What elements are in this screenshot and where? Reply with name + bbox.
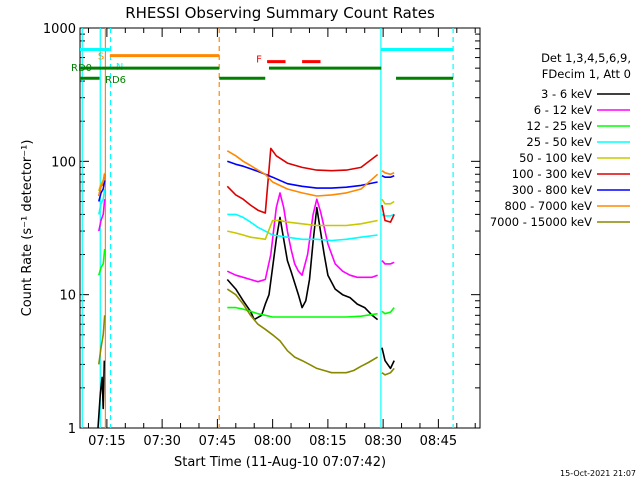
- series-line-7-segment-2: [381, 170, 395, 176]
- series-line-5-segment-2: [381, 204, 395, 223]
- legend-label-0: 3 - 6 keV: [541, 87, 592, 101]
- x-tick-label: 08:45: [420, 434, 457, 449]
- x-tick-label: 07:45: [199, 434, 236, 449]
- series-line-6-segment-2: [381, 174, 395, 178]
- annotation-label-s: S: [98, 52, 104, 63]
- series-line-8-segment-0: [98, 315, 106, 365]
- annotation-label-f: F: [256, 55, 262, 66]
- x-axis-label: Start Time (11-Aug-10 07:07:42): [174, 455, 386, 470]
- series-line-2-segment-1: [227, 306, 378, 318]
- legend-label-3: 25 - 50 keV: [526, 135, 592, 149]
- legend: Det 1,3,4,5,6,9, FDecim 1, Att 0 3 - 6 k…: [490, 51, 631, 229]
- x-tick-label: 08:30: [364, 434, 401, 449]
- y-tick-label: 1: [68, 422, 76, 437]
- y-tick-label: 10: [59, 289, 76, 304]
- series-line-0-segment-1: [226, 206, 379, 321]
- legend-header-line-1: Det 1,3,4,5,6,9,: [541, 51, 631, 65]
- series-layer: [97, 147, 395, 429]
- series-line-5-segment-1: [226, 147, 379, 214]
- legend-label-1: 6 - 12 keV: [534, 103, 592, 117]
- series-line-3-segment-1: [227, 213, 378, 242]
- x-tick-label: 08:15: [309, 434, 346, 449]
- legend-label-7: 800 - 7000 keV: [504, 199, 592, 213]
- plot-frame: [79, 27, 481, 429]
- chart-title: RHESSI Observing Summary Count Rates: [125, 4, 435, 22]
- y-axis: 1 10 100 1000: [43, 22, 480, 437]
- series-line-1-segment-0: [98, 199, 106, 232]
- vertical-markers: [81, 28, 454, 428]
- x-tick-label: 08:00: [254, 434, 291, 449]
- annotation-layer: SNFRD0RD6: [71, 47, 454, 86]
- x-tick-label: 07:30: [143, 434, 180, 449]
- timestamp: 15-Oct-2021 21:07: [560, 469, 636, 478]
- legend-label-6: 300 - 800 keV: [512, 183, 592, 197]
- series-line-2-segment-0: [98, 248, 106, 276]
- series-line-8-segment-2: [381, 367, 395, 376]
- annotation-label-rd6: RD6: [105, 75, 126, 86]
- series-line-3-segment-0: [98, 188, 106, 215]
- series-line-4-segment-2: [381, 198, 395, 205]
- series-line-4-segment-1: [227, 219, 378, 241]
- legend-header-line-2: FDecim 1, Att 0: [542, 67, 631, 81]
- annotation-label-rd0: RD0: [71, 63, 92, 74]
- series-line-6-segment-0: [98, 180, 106, 202]
- x-tick-label: 07:15: [88, 434, 125, 449]
- legend-label-2: 12 - 25 keV: [526, 119, 592, 133]
- series-line-6-segment-1: [227, 160, 378, 189]
- series-line-7-segment-0: [98, 174, 106, 197]
- legend-label-5: 100 - 300 keV: [512, 167, 592, 181]
- y-tick-label: 100: [51, 155, 76, 170]
- x-axis: 07:15 07:30 07:45 08:00 08:15 08:30 08:45: [87, 28, 476, 449]
- series-line-8-segment-1: [226, 288, 379, 374]
- series-line-0-segment-2: [381, 347, 395, 370]
- series-line-1-segment-1: [226, 192, 378, 283]
- y-tick-label: 1000: [43, 22, 76, 37]
- y-axis-label: Count Rate (s⁻¹ detector⁻¹): [20, 140, 35, 317]
- series-line-1-segment-2: [381, 260, 395, 265]
- series-line-7-segment-1: [226, 150, 379, 197]
- series-line-2-segment-2: [381, 307, 395, 315]
- legend-label-8: 7000 - 15000 keV: [490, 215, 592, 229]
- series-line-0-segment-0: [97, 360, 106, 429]
- legend-label-4: 50 - 100 keV: [519, 151, 592, 165]
